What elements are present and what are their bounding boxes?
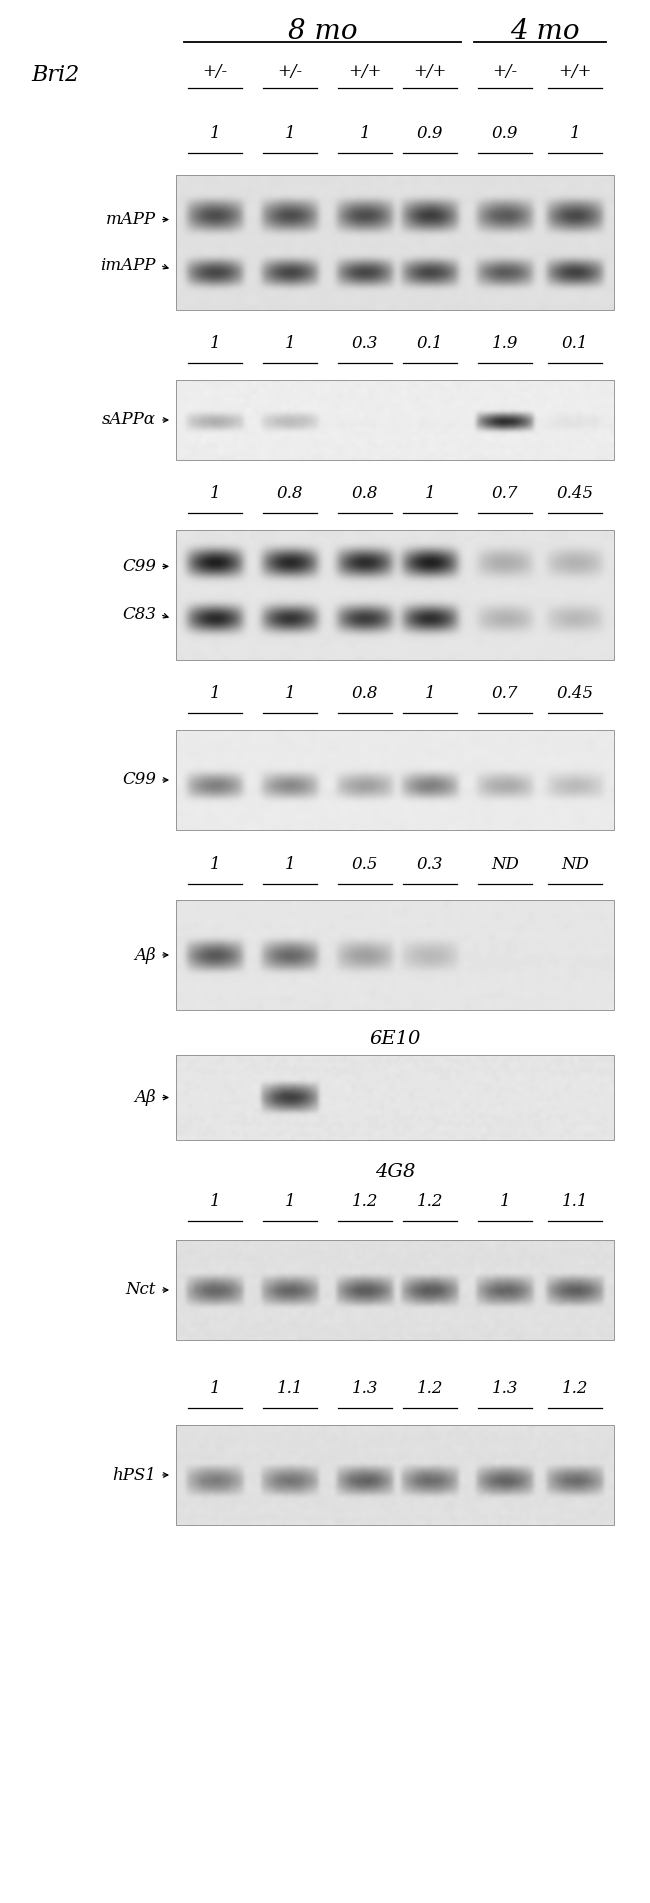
Text: 1.3: 1.3 [492, 1380, 518, 1397]
Text: 0.8: 0.8 [277, 485, 304, 502]
Text: C83: C83 [122, 605, 156, 622]
Text: C99: C99 [122, 558, 156, 575]
Text: 1.3: 1.3 [352, 1380, 378, 1397]
Text: 1.2: 1.2 [417, 1380, 443, 1397]
Text: 1: 1 [500, 1193, 510, 1210]
Text: 1: 1 [210, 1193, 220, 1210]
Text: ND: ND [491, 856, 519, 873]
Text: 1: 1 [285, 685, 295, 702]
Text: 1: 1 [285, 126, 295, 143]
Text: 0.9: 0.9 [492, 126, 518, 143]
Bar [176, 1241, 614, 1340]
Text: 1: 1 [210, 485, 220, 502]
Text: 0.3: 0.3 [417, 856, 443, 873]
Text: 8 mo: 8 mo [288, 17, 358, 46]
Text: 1: 1 [210, 335, 220, 352]
Text: Aβ: Aβ [135, 946, 156, 963]
Text: 1.9: 1.9 [492, 335, 518, 352]
Text: +/+: +/+ [413, 63, 447, 80]
Text: 1.2: 1.2 [562, 1380, 588, 1397]
Text: 1.2: 1.2 [417, 1193, 443, 1210]
Text: +/-: +/- [202, 63, 228, 80]
Text: 1: 1 [424, 685, 436, 702]
Text: 0.45: 0.45 [556, 485, 593, 502]
Text: 4G8: 4G8 [375, 1163, 415, 1182]
Text: 0.8: 0.8 [352, 485, 378, 502]
Text: Nct: Nct [125, 1281, 156, 1298]
Text: 0.7: 0.7 [492, 685, 518, 702]
Text: 1: 1 [210, 856, 220, 873]
Text: ND: ND [561, 856, 589, 873]
Text: sAPPα: sAPPα [102, 411, 156, 428]
Bar [176, 731, 614, 830]
Text: 4 mo: 4 mo [510, 17, 580, 46]
Bar [176, 1054, 614, 1140]
Text: 0.1: 0.1 [417, 335, 443, 352]
Text: 1.1: 1.1 [562, 1193, 588, 1210]
Text: +/-: +/- [278, 63, 302, 80]
Text: 0.7: 0.7 [492, 485, 518, 502]
Text: 0.8: 0.8 [352, 685, 378, 702]
Text: +/+: +/+ [348, 63, 382, 80]
Text: 1: 1 [285, 1193, 295, 1210]
Text: 0.45: 0.45 [556, 685, 593, 702]
Text: C99: C99 [122, 771, 156, 788]
Bar [176, 175, 614, 310]
Text: 1: 1 [569, 126, 580, 143]
Text: 1: 1 [285, 335, 295, 352]
Bar [176, 1425, 614, 1524]
Bar [176, 531, 614, 660]
Text: 0.5: 0.5 [352, 856, 378, 873]
Text: 0.9: 0.9 [417, 126, 443, 143]
Text: Aβ: Aβ [135, 1089, 156, 1106]
Text: 1: 1 [210, 1380, 220, 1397]
Text: 0.1: 0.1 [562, 335, 588, 352]
Text: mAPP: mAPP [106, 211, 156, 228]
Text: 1: 1 [210, 126, 220, 143]
Text: 6E10: 6E10 [369, 1030, 421, 1049]
Text: 1: 1 [285, 856, 295, 873]
Text: 0.3: 0.3 [352, 335, 378, 352]
Text: 1: 1 [424, 485, 436, 502]
Text: 1.1: 1.1 [277, 1380, 304, 1397]
Text: Bri2: Bri2 [31, 65, 79, 86]
Text: 1: 1 [210, 685, 220, 702]
Bar [176, 900, 614, 1010]
Text: hPS1: hPS1 [112, 1467, 156, 1484]
Text: +/+: +/+ [558, 63, 592, 80]
Text: +/-: +/- [493, 63, 517, 80]
Text: 1.2: 1.2 [352, 1193, 378, 1210]
Text: imAPP: imAPP [101, 257, 156, 274]
Text: 1: 1 [359, 126, 370, 143]
Bar [176, 381, 614, 461]
